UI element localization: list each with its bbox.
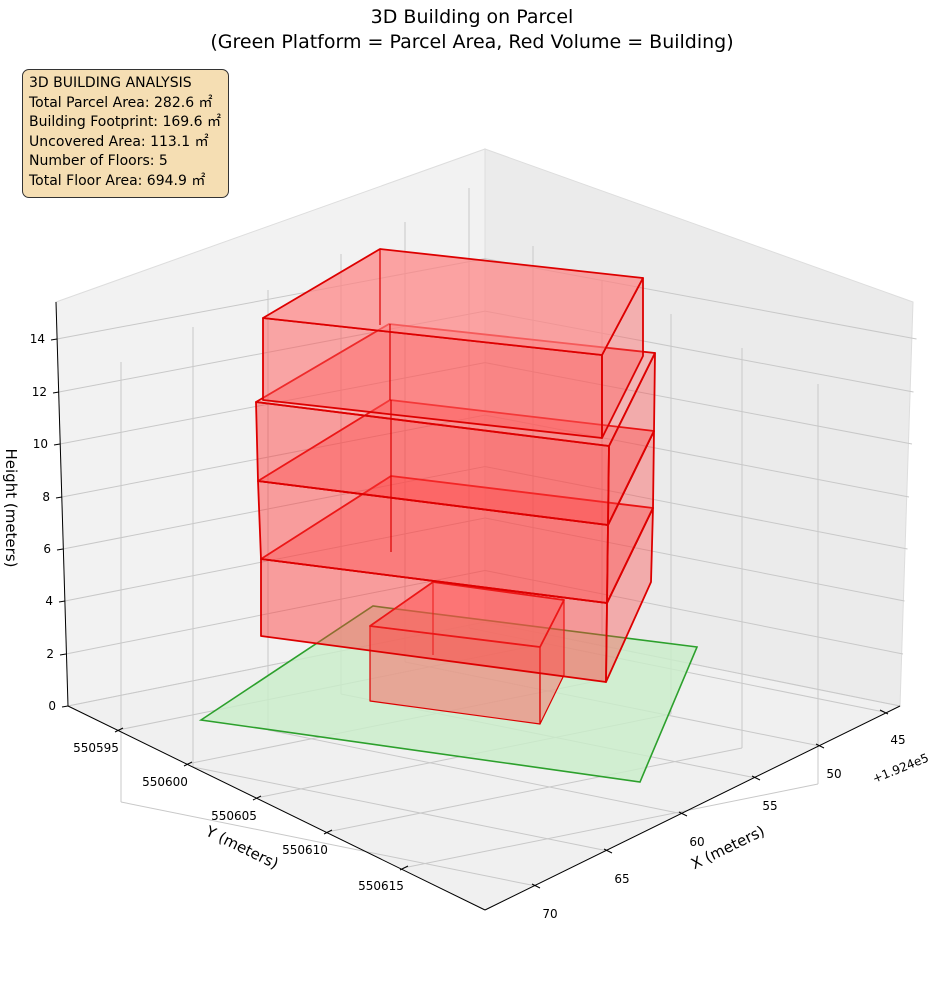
grid-line-z-left <box>62 466 486 550</box>
info-line-uncovered: Uncovered Area: 113.1 ㎡ <box>29 133 209 150</box>
info-heading: 3D BUILDING ANALYSIS <box>29 75 192 91</box>
grid-line-y-floor <box>402 783 819 869</box>
z-tick-label: 12 <box>32 385 47 399</box>
x-tick-mark <box>603 848 613 854</box>
z-tick-mark <box>53 443 61 446</box>
floor-0-top <box>369 581 565 648</box>
z-tick-label: 6 <box>43 542 51 556</box>
y-axis-line <box>67 705 486 911</box>
info-line-parcel-area: Total Parcel Area: 282.6 ㎡ <box>29 94 213 111</box>
x-tick-mark <box>531 883 541 889</box>
y-tick-mark <box>114 727 124 733</box>
info-line-floors: Number of Floors: 5 <box>29 153 168 170</box>
grid-line-z-right <box>484 466 908 550</box>
z-tick-mark <box>58 600 66 603</box>
x-tick-mark <box>815 743 825 749</box>
z-tick-label: 4 <box>45 594 53 608</box>
z-tick-mark <box>52 391 60 394</box>
grid-line-z-right <box>484 517 905 602</box>
x-tick-label: 50 <box>826 767 841 781</box>
axis-ticks: 0 2 4 6 8 10 12 14 550595 550600 550605 550610 55061… <box>30 332 906 921</box>
chart-title: 3D Building on Parcel <box>370 6 574 28</box>
z-tick-label: 8 <box>42 490 50 504</box>
grid-line-x-floor <box>267 729 684 815</box>
z-tick-mark <box>50 338 58 341</box>
analysis-info-box: 3D BUILDING ANALYSIS Total Parcel Area: … <box>22 69 229 198</box>
grid-line-y-floor <box>326 747 743 833</box>
grid-line-z-left <box>61 414 486 498</box>
x-tick-label: 45 <box>890 733 905 747</box>
y-tick-label: 550595 <box>73 741 119 755</box>
grid-line-z-right <box>484 570 904 655</box>
grid-line-z-left <box>65 570 486 655</box>
y-tick-label: 550600 <box>142 775 188 789</box>
y-tick-mark <box>183 761 193 767</box>
grid-line-z-left <box>64 517 486 602</box>
x-tick-label: 55 <box>762 799 777 813</box>
building-volume <box>255 248 656 725</box>
y-tick-label: 550610 <box>282 843 328 857</box>
z-tick-mark <box>61 705 69 708</box>
floor-4-top <box>262 248 644 356</box>
y-tick-label: 550605 <box>211 809 257 823</box>
y-tick-mark <box>323 829 333 835</box>
chart-subtitle: (Green Platform = Parcel Area, Red Volum… <box>210 31 734 53</box>
y-tick-mark <box>252 795 262 801</box>
x-tick-label: 70 <box>542 907 557 921</box>
info-line-floor-area: Total Floor Area: 694.9 ㎡ <box>29 172 206 189</box>
y-tick-mark <box>399 865 409 871</box>
z-tick-mark <box>59 653 67 656</box>
z-axis-line <box>55 301 69 707</box>
z-tick-mark <box>55 496 63 499</box>
info-line-footprint: Building Footprint: 169.6 ㎡ <box>29 114 222 131</box>
grid-line-x-floor <box>120 801 537 887</box>
z-axis-label: Height (meters) <box>2 449 20 568</box>
z-tick-mark <box>56 548 64 551</box>
z-tick-label: 14 <box>30 332 45 346</box>
grid-line-x-floor <box>192 766 609 852</box>
x-tick-label: 65 <box>614 872 629 886</box>
x-tick-label: 60 <box>689 835 704 849</box>
grid-lines <box>56 188 917 887</box>
x-tick-mark <box>751 775 761 781</box>
x-axis-line <box>484 705 901 911</box>
z-tick-label: 2 <box>46 647 54 661</box>
z-tick-label: 10 <box>33 437 48 451</box>
z-tick-label: 0 <box>48 699 56 713</box>
y-axis-label: Y (meters) <box>202 822 281 873</box>
x-offset-label: +1.924e5 <box>870 751 930 786</box>
x-tick-mark <box>678 811 688 817</box>
x-tick-mark <box>879 709 889 715</box>
y-tick-label: 550615 <box>358 879 404 893</box>
